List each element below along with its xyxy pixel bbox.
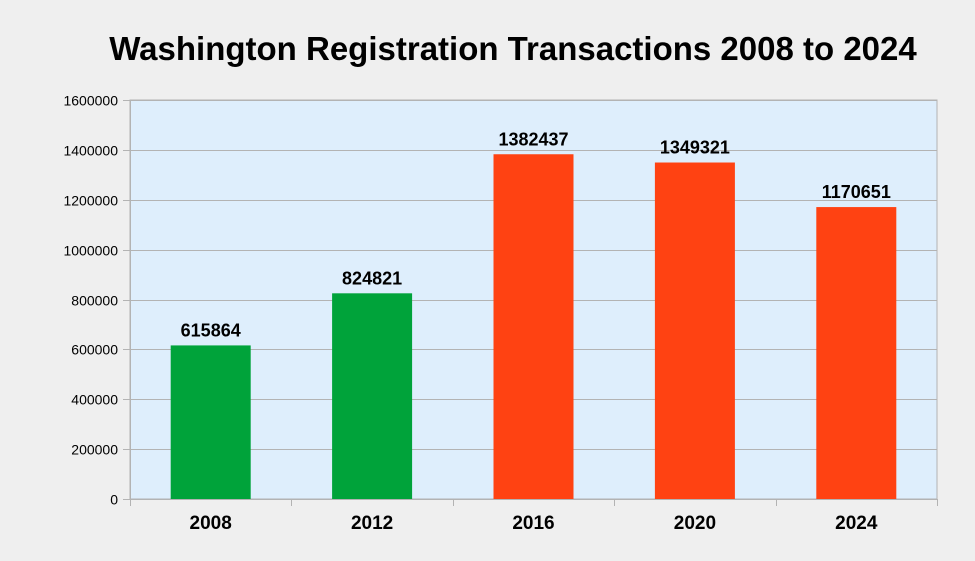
- x-tick-label: 2024: [835, 513, 878, 534]
- bar-2020: [654, 162, 735, 500]
- y-tick-label: 1200000: [63, 193, 118, 209]
- data-label-2024: 1170651: [822, 182, 891, 202]
- y-tick-label: 0: [110, 492, 118, 508]
- x-tick-label: 2012: [351, 513, 393, 534]
- x-tick-label: 2016: [512, 513, 554, 534]
- bar-2016: [493, 154, 574, 500]
- data-labels: 615864 824821 1382437 1349321 1170651: [181, 129, 891, 340]
- data-label-2012: 824821: [342, 268, 402, 288]
- bars: [170, 154, 897, 500]
- y-tick-label: 1600000: [63, 93, 118, 109]
- data-label-2016: 1382437: [498, 129, 568, 149]
- y-tick-label: 200000: [71, 442, 118, 458]
- y-tick-label: 1400000: [63, 143, 118, 159]
- bar-2024: [816, 207, 897, 499]
- data-label-2008: 615864: [181, 320, 241, 340]
- bar-2008: [170, 345, 251, 499]
- y-tick-label: 1000000: [63, 243, 118, 259]
- y-axis: 0 200000 400000 600000 800000 1000000 1200000 1…: [63, 93, 131, 508]
- x-axis: 2008 2012 2016 2020 2024: [130, 499, 938, 534]
- y-tick-label: 800000: [71, 293, 118, 309]
- x-tick-label: 2020: [674, 513, 716, 534]
- bar-2012: [332, 293, 413, 499]
- x-tick-label: 2008: [190, 513, 232, 534]
- data-label-2020: 1349321: [660, 138, 730, 158]
- y-tick-label: 400000: [71, 392, 118, 408]
- y-tick-label: 600000: [71, 342, 118, 358]
- chart-title: Washington Registration Transactions 200…: [109, 30, 917, 67]
